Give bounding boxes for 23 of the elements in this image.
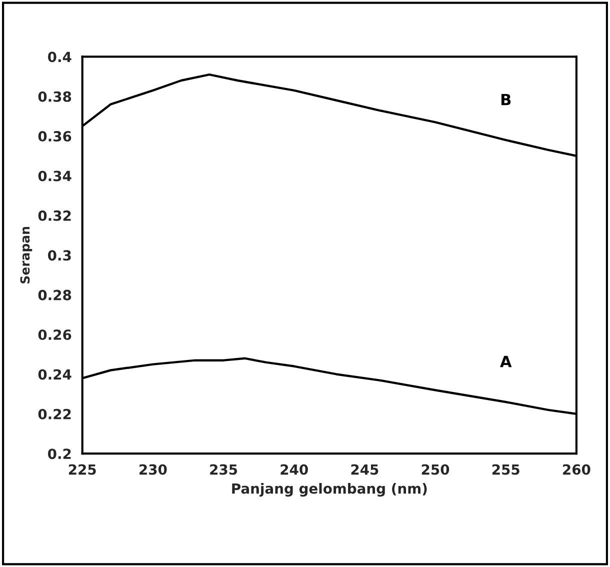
y-tick-label: 0.4 <box>48 52 72 62</box>
y-axis-title: Serapan <box>20 226 32 284</box>
x-tick-label: 245 <box>351 464 378 475</box>
text: A <box>500 356 512 368</box>
x-tick-label: 230 <box>140 464 167 475</box>
y-tick-label: 0.38 <box>38 91 72 102</box>
x-tick-label: 260 <box>563 464 590 475</box>
y-tick-label: 0.22 <box>38 408 71 420</box>
x-tick-label: 250 <box>422 464 450 475</box>
x-tick-label: 240 <box>280 464 308 475</box>
y-tick-label: 0.36 <box>38 131 72 142</box>
y-tick-label: 0.34 <box>38 170 72 182</box>
x-tick-label: 225 <box>68 464 96 475</box>
y-tick-label: 0.28 <box>38 290 72 300</box>
y-tick-label: 0.26 <box>38 330 72 340</box>
y-tick-label: 0.2 <box>48 448 71 460</box>
y-tick-label: 0.3 <box>48 250 71 261</box>
y-tick-label: 0.24 <box>38 369 72 380</box>
text: B <box>501 94 511 106</box>
x-axis-title: Panjang gelombang (nm) <box>232 483 427 497</box>
x-tick-label: 235 <box>210 464 238 475</box>
y-tick-label: 0.32 <box>38 210 71 221</box>
x-tick-label: 255 <box>492 464 520 475</box>
